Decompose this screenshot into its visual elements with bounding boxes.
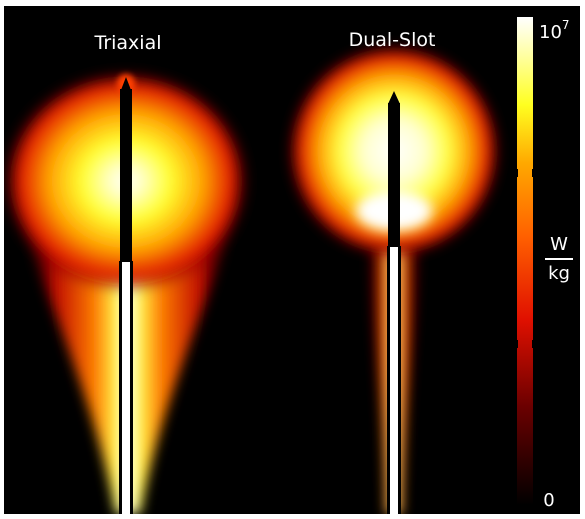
- colorbar-unit-denominator: kg: [548, 263, 570, 284]
- triaxial-antenna-body: [120, 89, 132, 261]
- colorbar-unit-fraction-bar: [545, 258, 573, 260]
- colorbar-notch-lower-right: [532, 340, 535, 348]
- sar-heatmap-figure: Triaxial Dual-Slot 107 W kg 0: [4, 6, 580, 514]
- dual-slot-feed-core: [390, 247, 398, 514]
- colorbar-notch-lower: [515, 340, 518, 348]
- colorbar-gradient: [517, 17, 533, 505]
- colorbar-min-label: 0: [543, 490, 554, 511]
- colorbar-max-label: 107: [539, 18, 570, 43]
- triaxial-label: Triaxial: [94, 32, 162, 54]
- colorbar-max-exponent: 7: [562, 18, 570, 32]
- colorbar-notch-upper: [515, 169, 518, 177]
- dual-slot-label: Dual-Slot: [349, 29, 436, 51]
- colorbar-notch-upper-right: [532, 169, 535, 177]
- dual-slot-panel: Dual-Slot: [286, 29, 502, 514]
- triaxial-feed-core: [122, 262, 130, 514]
- colorbar: 107 W kg 0: [515, 17, 573, 511]
- triaxial-panel: Triaxial: [4, 32, 251, 514]
- dual-slot-antenna-tip: [388, 91, 400, 104]
- sar-heatmap-svg: Triaxial Dual-Slot 107 W kg 0: [4, 17, 573, 514]
- dual-slot-antenna-body: [388, 103, 400, 246]
- colorbar-unit-numerator: W: [550, 234, 568, 255]
- triaxial-antenna-tip: [121, 77, 131, 90]
- colorbar-max-base: 10: [539, 22, 562, 43]
